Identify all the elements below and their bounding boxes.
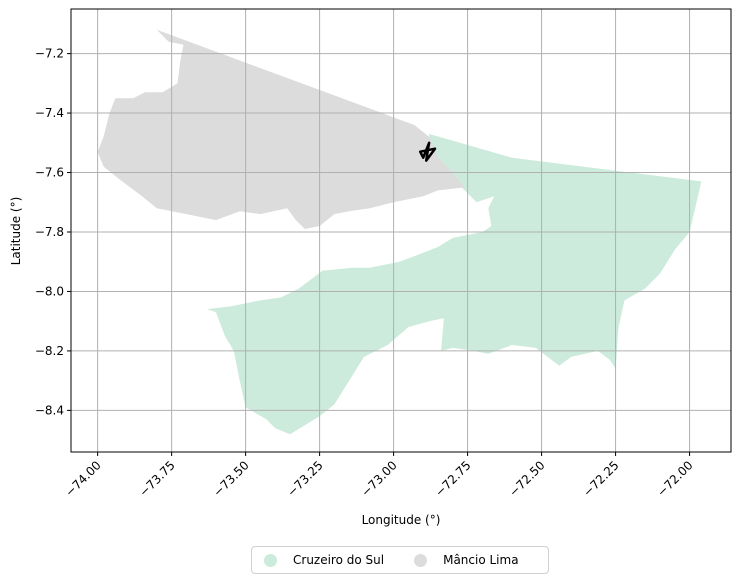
y-tick-label: −7.4 <box>35 106 64 120</box>
legend: Cruzeiro do Sul Mâncio Lima <box>251 546 549 574</box>
x-axis-label: Longitude (°) <box>362 513 441 527</box>
legend-item-cruzeiro-do-sul: Cruzeiro do Sul <box>264 553 384 567</box>
regions-layer <box>97 29 702 435</box>
x-tick-label: −72.50 <box>506 458 547 499</box>
legend-label-cruzeiro-do-sul: Cruzeiro do Sul <box>293 553 385 567</box>
legend-label-mancio-lima: Mâncio Lima <box>443 553 519 567</box>
y-tick-label: −8.4 <box>35 403 64 417</box>
x-tick-label: −72.75 <box>432 458 473 499</box>
x-tick-label: −73.75 <box>136 458 177 499</box>
legend-swatch-mancio-lima <box>414 553 428 567</box>
x-tick-label: −72.25 <box>580 458 621 499</box>
y-tick-label: −8.0 <box>35 284 64 298</box>
y-axis-ticks: −7.2 −7.4 −7.6 −7.8 −8.0 −8.2 −8.4 <box>35 47 71 417</box>
y-axis-label: Latitude (°) <box>9 197 23 266</box>
plot-frame <box>70 8 732 453</box>
legend-item-mancio-lima: Mâncio Lima <box>414 553 519 567</box>
x-tick-label: −73.00 <box>358 458 399 499</box>
x-tick-label: −74.00 <box>62 458 103 499</box>
x-tick-label: −73.50 <box>210 458 251 499</box>
marker-layer <box>418 141 437 162</box>
region-cruzeiro-do-sul <box>207 133 702 435</box>
region-mancio-lima <box>97 29 465 229</box>
x-axis-ticks: −74.00 −73.75 −73.50 −73.25 −73.00 −72.75 −72.… <box>62 452 696 500</box>
legend-swatch-cruzeiro-do-sul <box>264 553 277 567</box>
y-tick-label: −7.8 <box>35 225 64 239</box>
x-tick-label: −72.00 <box>654 458 695 499</box>
location-marker <box>418 141 437 162</box>
y-tick-label: −7.6 <box>35 166 64 180</box>
x-tick-label: −73.25 <box>284 458 325 499</box>
grid-layer <box>71 9 731 452</box>
y-tick-label: −8.2 <box>35 344 64 358</box>
y-tick-label: −7.2 <box>35 47 64 61</box>
